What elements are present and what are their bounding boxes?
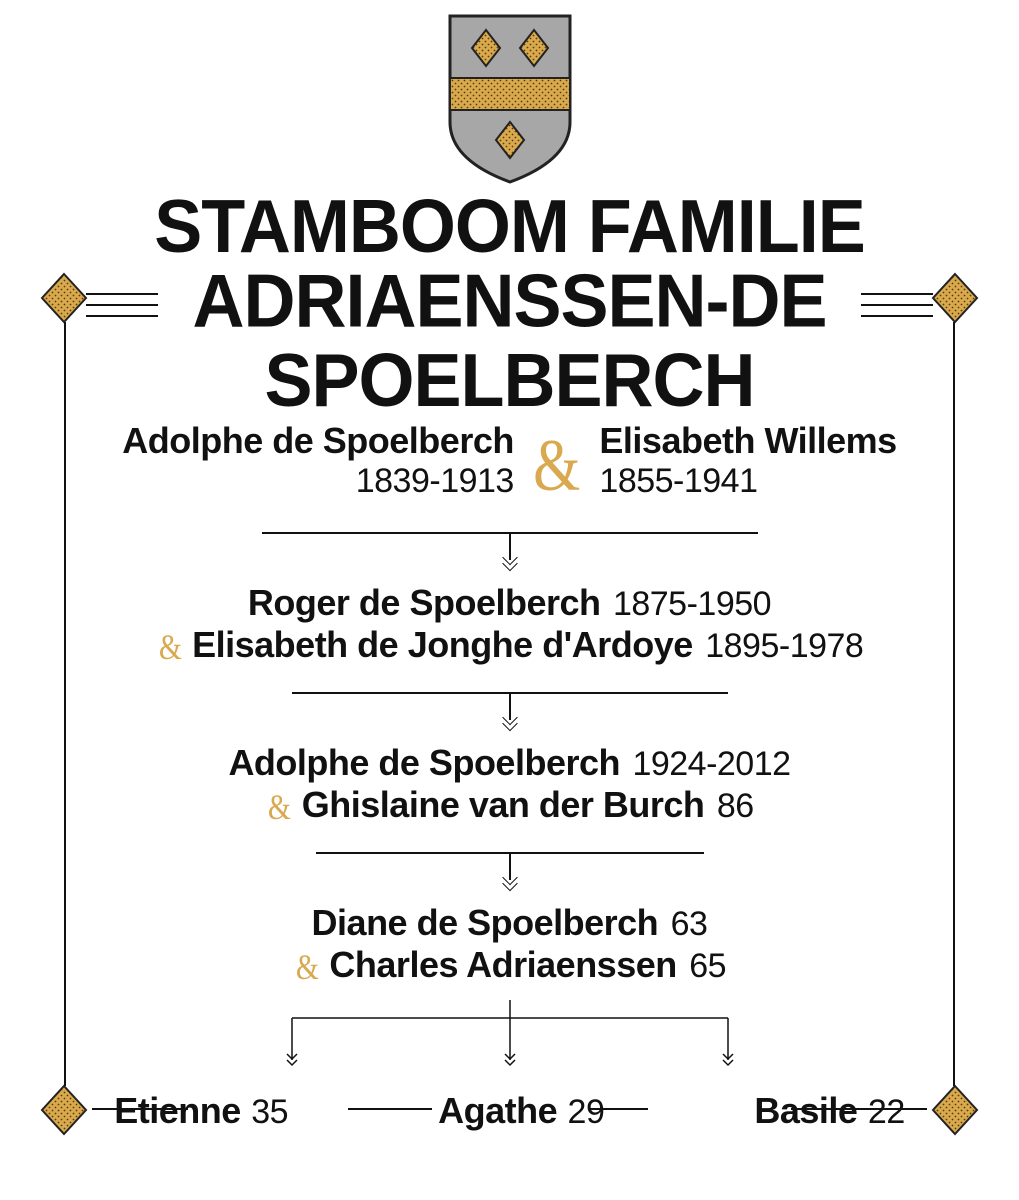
title-line-1: STAMBOOM FAMILIE [0,188,1019,267]
chevron-down-icon [504,712,516,724]
title-rule-right [861,293,933,317]
gen4-p2-age: 65 [681,947,726,985]
chevron-down-icon [504,552,516,564]
generation-children: Etienne 35 Agathe 29 Basile 22 [0,1090,1019,1132]
gen4-p2-name: Charles Adriaenssen [329,944,676,985]
child-1: Etienne 35 [114,1090,288,1132]
ampersand-icon: & [296,946,322,988]
generation-1: Adolphe de Spoelberch 1839-1913 & Elisab… [0,418,1019,503]
child-2-age: 29 [562,1093,605,1131]
child-2-name: Agathe [438,1090,557,1131]
bottom-rule-mid-r [590,1108,648,1110]
children-branch [280,1000,740,1078]
title-rule-left [86,293,158,317]
child-3-name: Basile [754,1090,857,1131]
bottom-rule-right [791,1108,927,1110]
gen3-p1-name: Adolphe de Spoelberch [228,742,620,783]
gen2-p2-name: Elisabeth de Jonghe d'Ardoye [192,624,693,665]
diamond-top-right [927,270,983,326]
founder-right-dates: 1855-1941 [599,462,757,501]
bottom-rule-mid-l [348,1108,432,1110]
child-1-age: 35 [245,1093,288,1131]
child-3: Basile 22 [754,1090,904,1132]
gen2-p1-name: Roger de Spoelberch [248,582,601,623]
gen3-p2-age: 86 [709,787,754,825]
diamond-top-left [36,270,92,326]
gen2-p1-dates: 1875-1950 [605,585,771,623]
family-tree-diagram: STAMBOOM FAMILIE ADRIAENSSEN-DE SPOELBER… [0,0,1019,1200]
founder-left-dates: 1839-1913 [356,462,514,501]
child-2: Agathe 29 [438,1090,604,1132]
gen2-p2-dates: 1895-1978 [697,627,863,665]
founder-right-name: Elisabeth Willems [599,420,896,462]
child-1-name: Etienne [114,1090,241,1131]
generation-3: Adolphe de Spoelberch 1924-2012 & Ghisla… [0,742,1019,826]
ampersand-icon: & [268,786,294,828]
child-3-age: 22 [862,1093,905,1131]
founder-left-name: Adolphe de Spoelberch [122,420,514,462]
gen4-p1-age: 63 [663,905,708,943]
bottom-rule-left [92,1108,188,1110]
gen3-p2-name: Ghislaine van der Burch [302,784,705,825]
generation-2: Roger de Spoelberch 1875-1950 & Elisabet… [0,582,1019,666]
title-line-2: ADRIAENSSEN-DE SPOELBERCH [0,262,1019,421]
coat-of-arms [442,10,578,188]
ampersand-icon: & [159,626,185,668]
gen4-p1-name: Diane de Spoelberch [312,902,659,943]
generation-4: Diane de Spoelberch 63 & Charles Adriaen… [0,902,1019,986]
gen3-p1-dates: 1924-2012 [624,745,790,783]
ampersand-icon: & [528,424,585,509]
chevron-down-icon [504,872,516,884]
